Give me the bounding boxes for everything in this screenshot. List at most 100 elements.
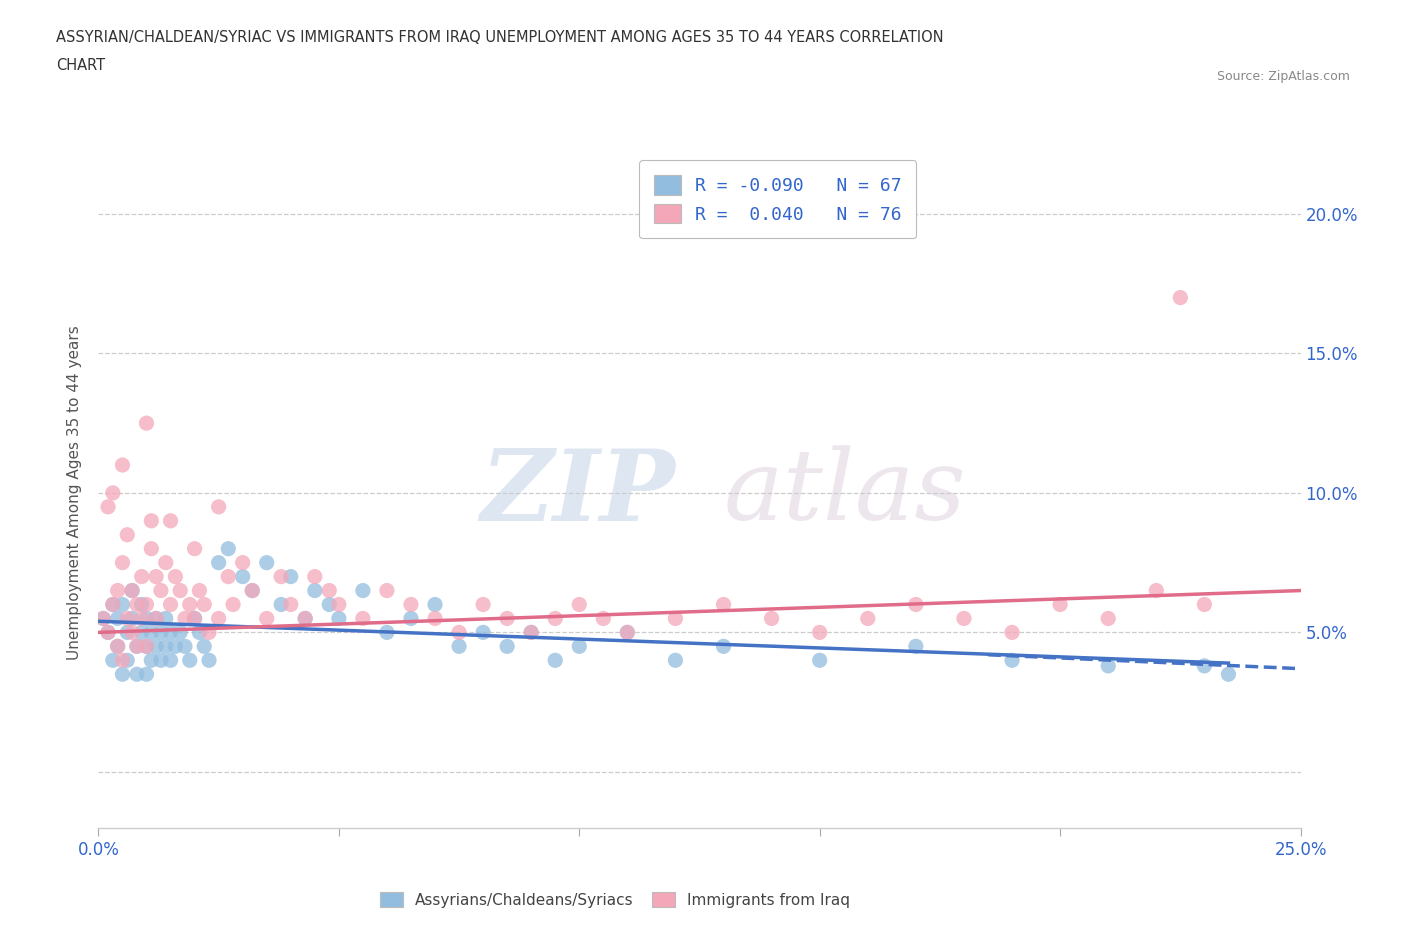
Point bbox=[135, 597, 157, 612]
Point bbox=[544, 653, 567, 668]
Point bbox=[179, 653, 201, 668]
Point bbox=[97, 625, 120, 640]
Point bbox=[141, 513, 163, 528]
Point bbox=[375, 625, 398, 640]
Point bbox=[294, 611, 316, 626]
Point bbox=[304, 583, 326, 598]
Point bbox=[240, 583, 263, 598]
Point bbox=[399, 597, 422, 612]
Point bbox=[1194, 658, 1216, 673]
Point bbox=[155, 611, 177, 626]
Point bbox=[145, 611, 167, 626]
Point bbox=[121, 583, 143, 598]
Point bbox=[664, 653, 686, 668]
Point bbox=[568, 639, 591, 654]
Text: CHART: CHART bbox=[56, 58, 105, 73]
Point bbox=[117, 527, 139, 542]
Point bbox=[159, 653, 181, 668]
Point bbox=[616, 625, 638, 640]
Point bbox=[91, 611, 114, 626]
Point bbox=[856, 611, 879, 626]
Point bbox=[328, 597, 350, 612]
Point bbox=[270, 597, 292, 612]
Point bbox=[131, 597, 153, 612]
Point bbox=[208, 555, 231, 570]
Point bbox=[149, 653, 172, 668]
Point bbox=[496, 639, 519, 654]
Point bbox=[159, 597, 181, 612]
Point bbox=[169, 583, 191, 598]
Point bbox=[111, 667, 134, 682]
Point bbox=[155, 639, 177, 654]
Point bbox=[165, 639, 187, 654]
Point bbox=[232, 555, 254, 570]
Point bbox=[121, 583, 143, 598]
Point bbox=[423, 611, 446, 626]
Point bbox=[318, 583, 340, 598]
Point bbox=[352, 611, 374, 626]
Point bbox=[97, 625, 120, 640]
Point bbox=[808, 625, 831, 640]
Point bbox=[1097, 658, 1119, 673]
Point bbox=[208, 611, 231, 626]
Point bbox=[318, 597, 340, 612]
Point bbox=[304, 569, 326, 584]
Point bbox=[1001, 625, 1024, 640]
Point bbox=[193, 639, 215, 654]
Point bbox=[111, 597, 134, 612]
Point bbox=[1170, 290, 1192, 305]
Point bbox=[179, 597, 201, 612]
Point bbox=[121, 625, 143, 640]
Point bbox=[121, 611, 143, 626]
Point bbox=[240, 583, 263, 598]
Point bbox=[1001, 653, 1024, 668]
Point bbox=[544, 611, 567, 626]
Point bbox=[496, 611, 519, 626]
Point bbox=[217, 569, 239, 584]
Point bbox=[101, 485, 124, 500]
Point bbox=[280, 597, 302, 612]
Point bbox=[145, 569, 167, 584]
Point bbox=[232, 569, 254, 584]
Point bbox=[904, 639, 927, 654]
Point bbox=[664, 611, 686, 626]
Point bbox=[1144, 583, 1167, 598]
Point bbox=[616, 625, 638, 640]
Y-axis label: Unemployment Among Ages 35 to 44 years: Unemployment Among Ages 35 to 44 years bbox=[67, 326, 83, 660]
Point bbox=[423, 597, 446, 612]
Point bbox=[808, 653, 831, 668]
Point bbox=[256, 555, 278, 570]
Point bbox=[149, 625, 172, 640]
Point bbox=[352, 583, 374, 598]
Text: ASSYRIAN/CHALDEAN/SYRIAC VS IMMIGRANTS FROM IRAQ UNEMPLOYMENT AMONG AGES 35 TO 4: ASSYRIAN/CHALDEAN/SYRIAC VS IMMIGRANTS F… bbox=[56, 30, 943, 45]
Point bbox=[101, 653, 124, 668]
Point bbox=[198, 653, 221, 668]
Point bbox=[125, 639, 148, 654]
Point bbox=[713, 639, 735, 654]
Point bbox=[208, 499, 231, 514]
Point bbox=[183, 611, 205, 626]
Point bbox=[131, 611, 153, 626]
Point bbox=[472, 625, 495, 640]
Point bbox=[101, 597, 124, 612]
Point bbox=[520, 625, 543, 640]
Point bbox=[145, 611, 167, 626]
Point bbox=[135, 416, 157, 431]
Point bbox=[183, 611, 205, 626]
Point bbox=[149, 583, 172, 598]
Point bbox=[117, 611, 139, 626]
Point bbox=[217, 541, 239, 556]
Point bbox=[111, 555, 134, 570]
Point bbox=[111, 458, 134, 472]
Point bbox=[141, 541, 163, 556]
Point bbox=[904, 597, 927, 612]
Point bbox=[193, 597, 215, 612]
Point bbox=[125, 667, 148, 682]
Point bbox=[183, 541, 205, 556]
Point bbox=[159, 513, 181, 528]
Legend: Assyrians/Chaldeans/Syriacs, Immigrants from Iraq: Assyrians/Chaldeans/Syriacs, Immigrants … bbox=[374, 885, 856, 914]
Point bbox=[447, 639, 470, 654]
Point bbox=[141, 625, 163, 640]
Point bbox=[761, 611, 783, 626]
Point bbox=[135, 639, 157, 654]
